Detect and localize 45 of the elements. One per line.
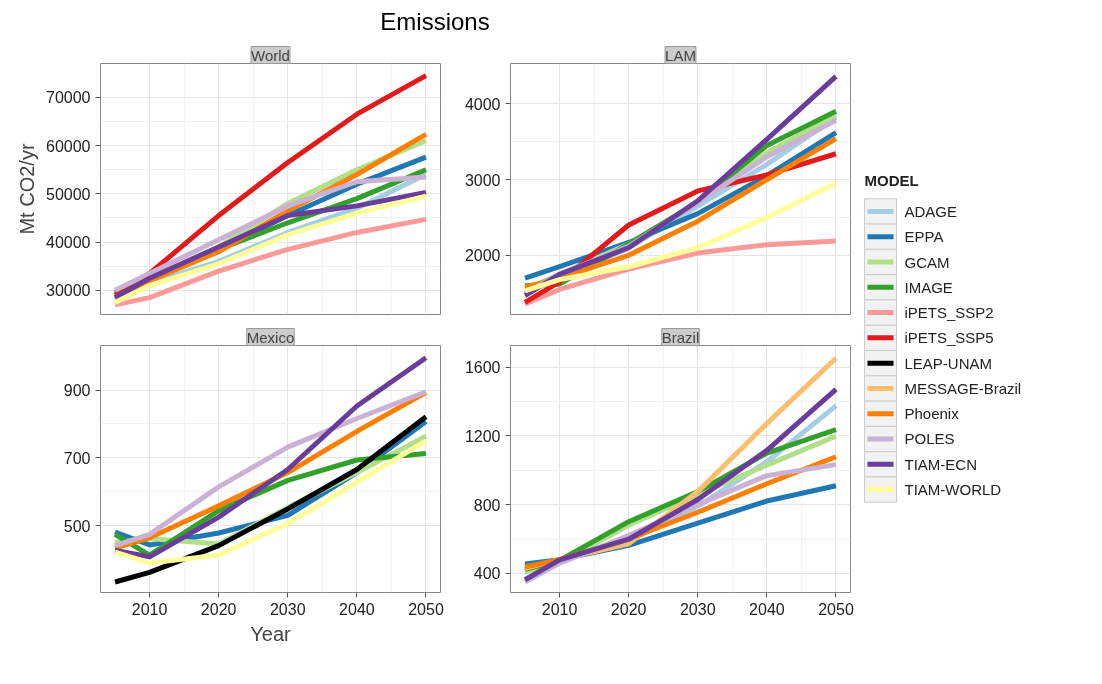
y-tick-label: 900 — [63, 382, 91, 400]
x-tick-label: 2030 — [269, 600, 306, 618]
text: Emissions — [380, 7, 490, 37]
legend-label: ADAGE — [904, 202, 958, 220]
legend-label: EPPA — [904, 228, 944, 246]
legend-title: MODEL — [864, 172, 919, 190]
y-tick-label: 1200 — [464, 427, 501, 445]
x-tick-label: 2040 — [339, 600, 375, 618]
y-tick-label: 1600 — [464, 359, 501, 377]
legend-label: POLES — [904, 430, 955, 448]
y-tick-label: 700 — [63, 449, 91, 467]
y-tick-label: 2000 — [464, 247, 501, 265]
y-tick-label: 500 — [63, 517, 91, 535]
chart-title: World — [251, 46, 290, 64]
legend-label: Phoenix — [904, 405, 960, 423]
x-tick-label: 2050 — [408, 600, 444, 618]
legend-label: TIAM-ECN — [904, 455, 977, 473]
chart-title: LAM — [665, 46, 696, 64]
y-axis-title: Mt CO2/yr — [16, 143, 39, 235]
x-tick-label: 2010 — [131, 600, 168, 618]
y-tick-label: 30000 — [46, 282, 91, 300]
legend-label: TIAM-WORLD — [904, 481, 1002, 499]
y-tick-label: 3000 — [464, 171, 501, 189]
y-tick-label: 800 — [473, 496, 501, 514]
legend-label: GCAM — [904, 253, 950, 271]
chart-title: Mexico — [246, 328, 295, 346]
x-tick-label: 2050 — [818, 600, 854, 618]
legend-label: MESSAGE-Brazil — [904, 379, 1022, 397]
x-tick-label: 2030 — [679, 600, 716, 618]
legend-label: iPETS_SSP2 — [904, 304, 994, 322]
legend-label: IMAGE — [904, 278, 953, 296]
x-tick-label: 2020 — [610, 600, 647, 618]
x-tick-label: 2010 — [541, 600, 578, 618]
y-tick-label: 4000 — [464, 95, 501, 113]
y-tick-label: 400 — [473, 565, 501, 583]
y-tick-label: 50000 — [46, 185, 91, 203]
y-tick-label: 40000 — [46, 234, 91, 252]
x-axis-title: Year — [250, 622, 292, 645]
legend-label: iPETS_SSP5 — [904, 329, 994, 347]
x-tick-label: 2040 — [749, 600, 785, 618]
x-tick-label: 2020 — [200, 600, 237, 618]
y-tick-label: 70000 — [46, 89, 91, 107]
chart-title: Brazil — [661, 328, 700, 346]
legend-label: LEAP-UNAM — [904, 354, 993, 372]
y-tick-label: 60000 — [46, 137, 91, 155]
